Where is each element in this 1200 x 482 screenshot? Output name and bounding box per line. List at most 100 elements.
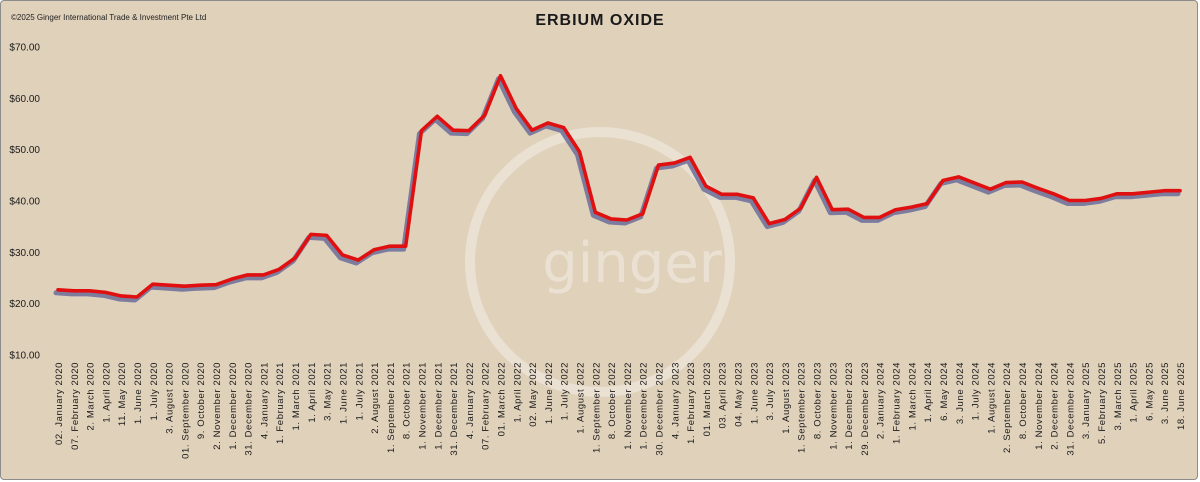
x-tick-label: 4. January 2021 bbox=[259, 362, 270, 439]
x-tick-label: 1. February 2023 bbox=[686, 362, 697, 444]
x-tick-label: 1. June 2021 bbox=[338, 362, 349, 424]
chart-title: ERBIUM OXIDE bbox=[535, 12, 665, 29]
data-point bbox=[878, 215, 882, 220]
x-tick-label: 6. May 2024 bbox=[939, 362, 950, 421]
y-tick-label: $20.00 bbox=[9, 299, 40, 310]
x-tick-label: 07. February 2020 bbox=[70, 362, 81, 450]
x-tick-label: 2. January 2024 bbox=[876, 362, 887, 439]
x-tick-label: 1. March 2021 bbox=[291, 362, 302, 431]
data-point bbox=[356, 258, 360, 262]
data-point bbox=[862, 215, 866, 220]
data-point bbox=[293, 256, 297, 260]
x-tick-label: 8. October 2024 bbox=[1018, 362, 1029, 439]
data-point bbox=[261, 273, 266, 277]
x-tick-label: 1. June 2023 bbox=[749, 362, 760, 424]
data-point bbox=[451, 128, 455, 132]
data-point bbox=[562, 125, 566, 130]
data-point bbox=[656, 163, 661, 167]
y-tick-label: $30.00 bbox=[9, 248, 40, 259]
x-tick-label: 1. April 2024 bbox=[923, 362, 934, 423]
x-tick-label: 2. September 2024 bbox=[1002, 362, 1013, 453]
x-tick-label: 1. March 2024 bbox=[907, 362, 918, 431]
x-tick-label: 01. March 2022 bbox=[496, 362, 507, 436]
data-point bbox=[1020, 180, 1024, 184]
x-tick-label: 1. September 2021 bbox=[386, 362, 397, 453]
x-tick-label: 1. April 2020 bbox=[101, 362, 112, 423]
data-point bbox=[498, 74, 503, 78]
y-tick-label: $50.00 bbox=[9, 145, 40, 156]
x-tick-label: 04. May 2023 bbox=[734, 362, 745, 427]
x-tick-label: 8. October 2023 bbox=[813, 362, 824, 439]
data-point bbox=[483, 113, 487, 117]
x-tick-label: 4. January 2023 bbox=[670, 362, 681, 439]
x-tick-label: 3. June 2024 bbox=[955, 362, 966, 424]
data-point bbox=[372, 248, 376, 252]
data-point bbox=[404, 244, 408, 248]
series-line bbox=[56, 73, 1182, 299]
x-tick-label: 01. March 2023 bbox=[702, 362, 713, 436]
data-point bbox=[593, 210, 597, 214]
data-point bbox=[198, 283, 202, 287]
price-series bbox=[53, 73, 1182, 303]
x-tick-label: 01. September 2020 bbox=[180, 362, 191, 459]
x-tick-label: 1. July 2024 bbox=[971, 362, 982, 420]
data-point bbox=[103, 290, 108, 294]
y-tick-label: $10.00 bbox=[9, 351, 40, 362]
x-tick-label: 1. June 2022 bbox=[544, 362, 555, 424]
ginger-watermark: ginger bbox=[465, 127, 735, 397]
data-point bbox=[972, 181, 977, 185]
data-point bbox=[735, 192, 740, 196]
x-tick-label: 3. June 2025 bbox=[1160, 362, 1171, 424]
y-axis: $10.00 $20.00 $30.00 $40.00 $50.00 $60.00 $70.… bbox=[9, 43, 40, 362]
x-tick-label: 07. February 2022 bbox=[481, 362, 492, 450]
x-tick-label: 1. December 2021 bbox=[433, 362, 444, 450]
data-point bbox=[72, 289, 76, 293]
x-tick-label: 31. December 2020 bbox=[244, 362, 255, 456]
data-point bbox=[783, 217, 787, 222]
data-point bbox=[941, 178, 945, 183]
data-point bbox=[325, 233, 329, 237]
x-tick-label: 1. December 2022 bbox=[639, 362, 650, 450]
x-tick-label: 1. November 2022 bbox=[623, 362, 634, 450]
x-tick-label: 1. July 2020 bbox=[149, 362, 160, 420]
y-tick-label: $70.00 bbox=[9, 43, 40, 54]
data-point bbox=[767, 221, 771, 226]
x-tick-label: 3. May 2021 bbox=[323, 362, 334, 421]
data-point bbox=[830, 208, 834, 212]
data-point bbox=[546, 121, 550, 125]
x-tick-label: 3. August 2020 bbox=[165, 362, 176, 434]
x-tick-label: 2. March 2020 bbox=[86, 362, 97, 431]
x-tick-label: 29. December 2023 bbox=[860, 362, 871, 456]
x-tick-label: 3. July 2023 bbox=[765, 362, 776, 420]
y-tick-label: $60.00 bbox=[9, 94, 40, 105]
x-tick-label: 3. March 2025 bbox=[1113, 362, 1124, 431]
data-point bbox=[751, 196, 755, 200]
x-tick-label: 1. April 2021 bbox=[307, 362, 318, 423]
x-tick-label: 03. April 2023 bbox=[718, 362, 729, 429]
x-tick-label: 1. November 2024 bbox=[1034, 362, 1045, 450]
x-tick-label: 1. August 2024 bbox=[986, 362, 997, 434]
data-point bbox=[340, 253, 345, 257]
data-point bbox=[1051, 192, 1056, 196]
x-tick-label: 1. December 2020 bbox=[228, 362, 239, 450]
data-point bbox=[846, 207, 850, 211]
x-tick-label: 11. May 2020 bbox=[117, 362, 128, 426]
data-point bbox=[720, 192, 724, 196]
x-tick-label: 2. August 2021 bbox=[370, 362, 381, 434]
data-point bbox=[277, 267, 281, 271]
data-point bbox=[514, 107, 518, 111]
x-tick-label: 1. February 2024 bbox=[892, 362, 903, 444]
x-tick-label: 1. July 2021 bbox=[354, 362, 365, 420]
data-point bbox=[167, 283, 171, 287]
data-point bbox=[1162, 189, 1166, 193]
x-tick-label: 9. October 2020 bbox=[196, 362, 207, 439]
x-tick-label: 30. December 2022 bbox=[655, 362, 666, 456]
data-point bbox=[1130, 192, 1135, 196]
data-point bbox=[135, 295, 139, 299]
data-point bbox=[530, 128, 534, 132]
data-point bbox=[214, 283, 218, 287]
drop-lines bbox=[57, 75, 1181, 355]
x-tick-label: 8. October 2021 bbox=[402, 362, 413, 439]
